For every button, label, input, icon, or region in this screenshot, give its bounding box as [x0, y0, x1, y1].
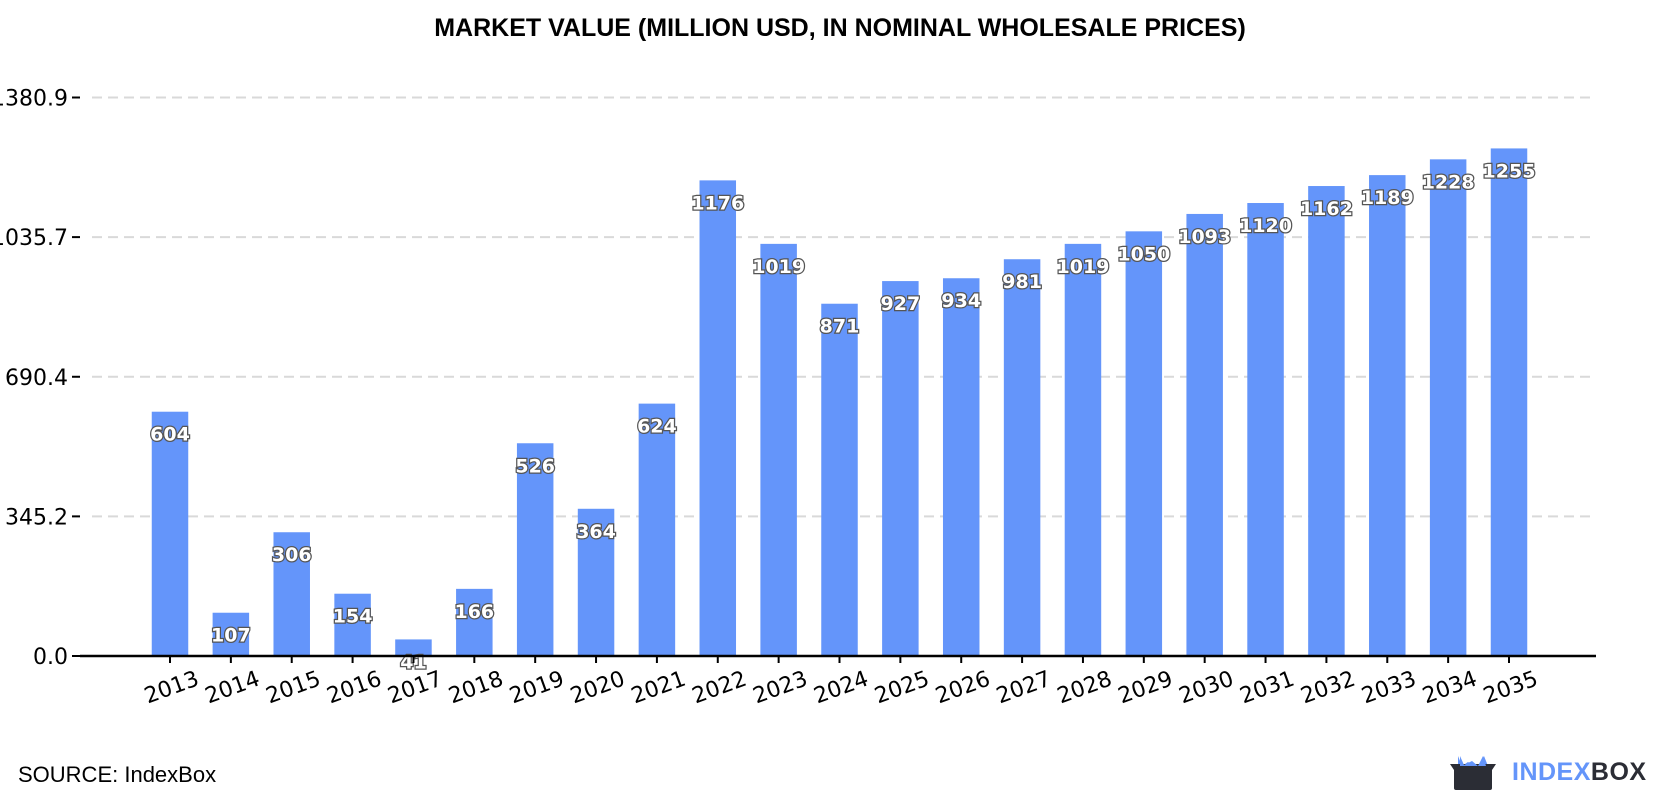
- x-tick-label: 2021: [628, 667, 689, 710]
- bar: [212, 612, 250, 656]
- bar: [942, 278, 980, 656]
- data-label: 526: [515, 455, 555, 477]
- y-tick-label: 1035.7: [0, 226, 68, 251]
- bar: [456, 588, 493, 656]
- bar: [577, 508, 615, 656]
- x-tick-label: 2034: [1419, 667, 1480, 710]
- bar: [516, 443, 554, 656]
- data-label: 166: [454, 601, 494, 623]
- data-label: 1120: [1239, 215, 1292, 237]
- data-label: 364: [576, 521, 616, 543]
- bar: [1429, 159, 1467, 656]
- data-label: 1050: [1117, 243, 1170, 265]
- x-tick-label: 2035: [1480, 667, 1541, 710]
- bar: [395, 639, 432, 656]
- x-tick-label: 2028: [1054, 667, 1115, 710]
- data-label: 1162: [1300, 198, 1353, 220]
- logo-text-box: BOX: [1590, 757, 1647, 786]
- x-tick-label: 2025: [872, 667, 933, 710]
- bar: [699, 180, 737, 656]
- x-tick-label: 2030: [1176, 667, 1237, 710]
- data-label: 927: [881, 293, 921, 315]
- x-tick-label: 2033: [1358, 667, 1419, 710]
- data-label: 981: [1002, 271, 1042, 293]
- data-label: 604: [150, 424, 190, 446]
- x-tick-label: 2031: [1237, 667, 1298, 710]
- x-tick-label: 2015: [263, 667, 324, 710]
- y-tick-label: 1380.9: [0, 87, 68, 112]
- logo-text-index: INDEX: [1512, 757, 1591, 786]
- data-label: 1019: [752, 256, 805, 278]
- data-label: 1189: [1361, 187, 1414, 209]
- bar: [760, 243, 797, 656]
- x-tick-label: 2018: [446, 667, 507, 710]
- bar: [334, 593, 371, 656]
- bar: [882, 281, 919, 656]
- data-label: 154: [333, 606, 373, 628]
- y-tick-label: 0.0: [33, 645, 68, 670]
- bar: [1490, 148, 1528, 656]
- y-tick-label: 690.4: [5, 366, 68, 391]
- data-label: 624: [637, 416, 677, 438]
- bar: [1369, 175, 1406, 656]
- data-label: 1255: [1483, 160, 1536, 182]
- x-tick-label: 2019: [506, 667, 567, 710]
- box-logo-icon: [1450, 756, 1496, 790]
- bar: [1003, 259, 1041, 656]
- data-label: 1176: [691, 192, 744, 214]
- x-tick-label: 2014: [202, 667, 263, 710]
- bar: [273, 532, 310, 656]
- indexbox-logo: INDEXBOX: [1448, 752, 1647, 792]
- x-tick-label: 2029: [1115, 667, 1176, 710]
- y-tick-label: 345.2: [5, 505, 68, 530]
- x-tick-label: 2024: [811, 667, 872, 710]
- data-label: 1093: [1178, 226, 1231, 248]
- data-label: 1019: [1057, 256, 1110, 278]
- data-label: 306: [272, 544, 312, 566]
- x-tick-label: 2032: [1298, 667, 1359, 710]
- data-label: 934: [941, 290, 981, 312]
- bar: [151, 411, 189, 656]
- x-tick-label: 2027: [993, 667, 1054, 710]
- chart-title: MARKET VALUE (MILLION USD, IN NOMINAL WH…: [434, 14, 1246, 42]
- data-label: 1228: [1422, 171, 1475, 193]
- data-label: 871: [820, 316, 860, 338]
- bar: [1186, 213, 1223, 656]
- bar: [1247, 203, 1284, 656]
- bar: [821, 303, 858, 656]
- data-label: 107: [211, 625, 251, 647]
- x-tick-label: 2016: [324, 667, 385, 710]
- x-tick-label: 2026: [932, 667, 993, 710]
- x-tick-label: 2023: [750, 667, 811, 710]
- x-tick-label: 2013: [141, 667, 202, 710]
- x-tick-label: 2020: [567, 667, 628, 710]
- bar: [1125, 231, 1163, 656]
- x-tick-label: 2022: [689, 667, 750, 710]
- bar: [1308, 186, 1345, 656]
- bar: [638, 403, 676, 656]
- source-label: SOURCE: IndexBox: [18, 762, 217, 787]
- bar: [1064, 243, 1102, 656]
